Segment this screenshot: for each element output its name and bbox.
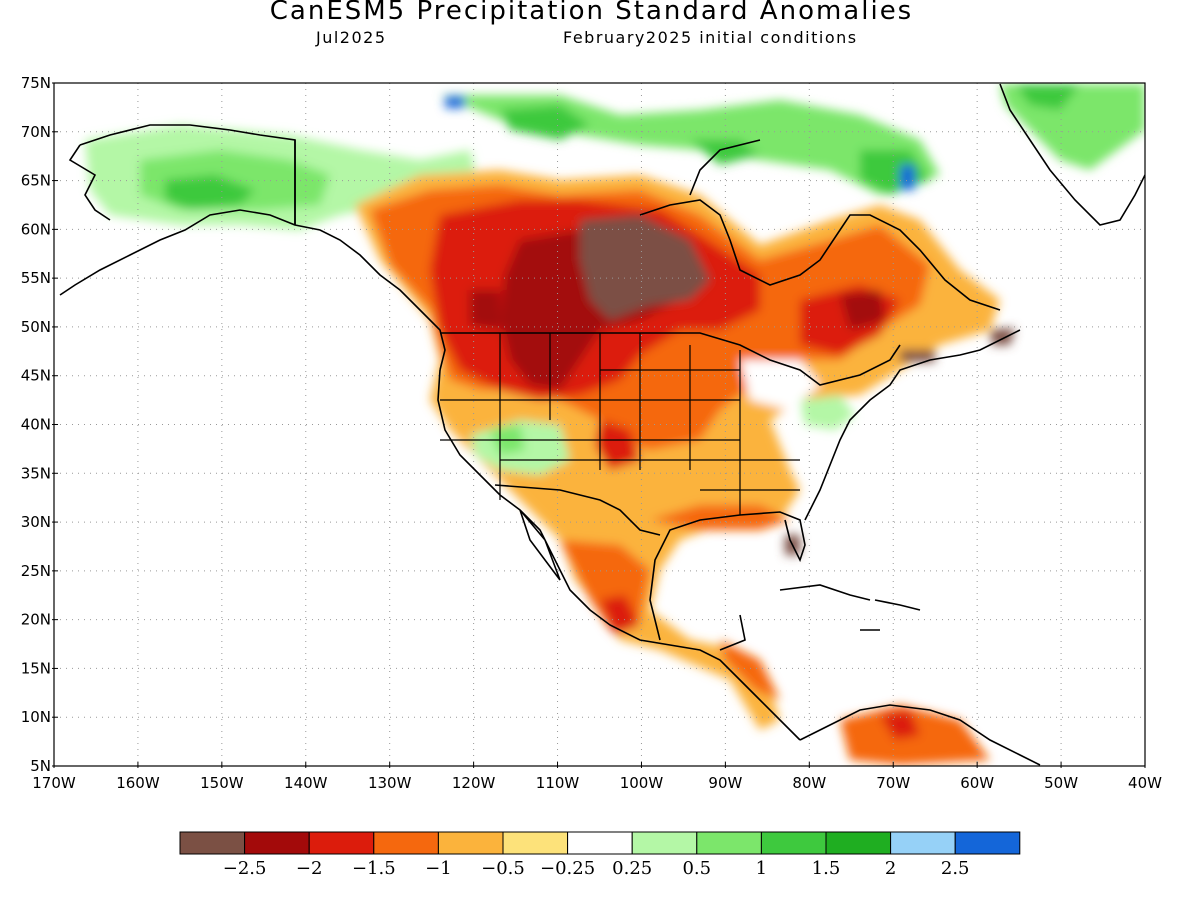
- wet-area-northeast: [800, 395, 855, 430]
- legend-label: −1: [425, 858, 452, 879]
- lon-label: 90W: [708, 774, 742, 792]
- lat-label: 40N: [21, 416, 51, 434]
- legend-swatch: [631, 831, 698, 855]
- lat-label: 10N: [21, 708, 51, 726]
- dry-area-moderate-south: [560, 505, 990, 765]
- wet-area-greenland-strong: [1015, 84, 1080, 110]
- legend-label: −0.5: [481, 858, 525, 879]
- coastline-east-us: [804, 329, 1021, 521]
- coastline-alaska: [59, 124, 446, 371]
- legend-swatch: [437, 831, 504, 855]
- latitude-labels: 75N 70N 65N 60N 55N 50N 45N 40N 35N 30N 25N 20N 15N 1…: [21, 74, 58, 775]
- lon-label: 50W: [1044, 774, 1078, 792]
- neutral-area-east: [740, 360, 820, 410]
- wet-area-alaska-strong: [165, 175, 255, 210]
- border-us-mexico: [494, 484, 661, 536]
- map-title: CanESM5 Precipitation Standard Anomalies: [269, 0, 914, 26]
- lon-label: 110W: [536, 774, 580, 792]
- dry-area-extreme: [580, 215, 1015, 555]
- state-borders: [440, 333, 800, 515]
- legend-label: 2: [885, 858, 896, 879]
- border-canada-us: [440, 332, 901, 386]
- lon-label: 60W: [960, 774, 994, 792]
- lon-label: 160W: [116, 774, 160, 792]
- legend-label: 2.5: [941, 858, 970, 879]
- coastline-west-us: [437, 369, 801, 741]
- lat-label: 75N: [21, 74, 51, 92]
- valid-month: Jul2025: [316, 28, 387, 47]
- lon-label: 70W: [876, 774, 910, 792]
- legend-swatch: [825, 831, 892, 855]
- legend-swatch: [502, 831, 569, 855]
- legend-swatch: [373, 831, 439, 855]
- legend-label: 1.5: [812, 858, 841, 879]
- legend-label: −2: [296, 858, 323, 879]
- coastline-greenland: [999, 83, 1145, 226]
- lon-label: 120W: [452, 774, 496, 792]
- lon-label: 130W: [368, 774, 412, 792]
- lon-label: 40W: [1128, 774, 1162, 792]
- coastlines: [59, 83, 1145, 766]
- longitude-labels: 170W 160W 150W 140W 130W 120W 110W 100W 90W 80W 70…: [32, 762, 1162, 792]
- lat-label: 45N: [21, 367, 51, 385]
- anomaly-field: [85, 84, 1145, 765]
- legend-swatch: [696, 831, 762, 855]
- lat-label: 70N: [21, 123, 51, 141]
- legend-label: −1.5: [352, 858, 396, 879]
- legend-swatch: [890, 831, 956, 855]
- lon-label: 150W: [200, 774, 244, 792]
- lat-label: 5N: [30, 757, 51, 775]
- coastline-south-america: [799, 704, 1041, 766]
- lat-label: 15N: [21, 659, 51, 677]
- legend-swatch: [308, 831, 375, 855]
- lat-label: 35N: [21, 464, 51, 482]
- legend-label: −0.25: [540, 858, 595, 879]
- coastline-caribbean: [779, 584, 921, 631]
- legend-label: 0.25: [612, 858, 652, 879]
- lat-label: 30N: [21, 513, 51, 531]
- coastline-hudson-bay: [639, 139, 1001, 311]
- lat-label: 20N: [21, 611, 51, 629]
- lat-label: 25N: [21, 562, 51, 580]
- lon-label: 170W: [32, 774, 76, 792]
- lon-label: 100W: [620, 774, 664, 792]
- wet-area-arctic-strong: [500, 105, 930, 195]
- legend-swatch: [954, 831, 1021, 855]
- lat-label: 60N: [21, 220, 51, 238]
- lon-label: 80W: [792, 774, 826, 792]
- lat-label: 55N: [21, 269, 51, 287]
- legend-label: 1: [756, 858, 767, 879]
- lon-label: 140W: [284, 774, 328, 792]
- coastline-gulf: [649, 511, 806, 651]
- legend-label: 0.5: [682, 858, 711, 879]
- legend-swatch: [567, 831, 633, 855]
- lat-label: 50N: [21, 318, 51, 336]
- legend-swatch: [179, 831, 246, 855]
- legend-swatch: [244, 831, 310, 855]
- lat-label: 65N: [21, 172, 51, 190]
- dry-area-severe: [470, 230, 885, 390]
- initial-conditions: February2025 initial conditions: [563, 28, 858, 47]
- legend-label: −2.5: [223, 858, 267, 879]
- legend-swatch: [760, 831, 827, 855]
